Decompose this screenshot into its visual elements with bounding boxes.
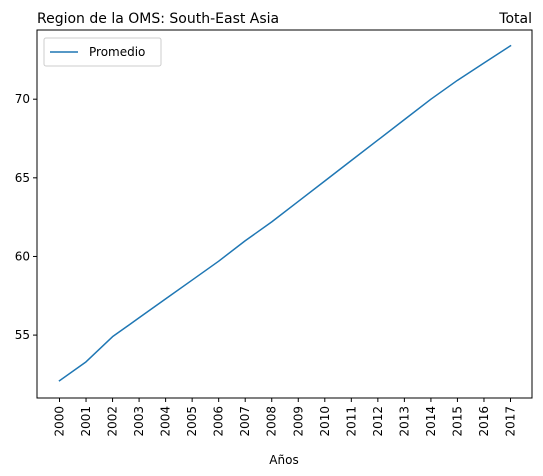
- x-tick-label: 2007: [238, 406, 252, 437]
- y-tick-label: 60: [15, 249, 30, 263]
- x-tick-label: 2014: [424, 406, 438, 437]
- x-tick-label: 2009: [291, 406, 305, 437]
- series-layer: [58, 44, 512, 382]
- x-tick-label: 2004: [159, 406, 173, 437]
- legend: Promedio: [43, 37, 162, 67]
- x-tick-label: 2002: [106, 406, 120, 437]
- x-tick-label: 2015: [450, 406, 464, 437]
- x-tick-label: 2008: [265, 406, 279, 437]
- y-tick-label: 55: [15, 328, 30, 342]
- x-tick-label: 2010: [318, 406, 332, 437]
- legend-label: Promedio: [89, 45, 145, 59]
- x-tick-label: 2013: [397, 406, 411, 437]
- x-tick-label: 2005: [185, 406, 199, 437]
- plot-frame: [36, 29, 533, 399]
- x-tick-label: 2003: [132, 406, 146, 437]
- x-tick-label: 2001: [79, 406, 93, 437]
- x-tick-label: 2006: [212, 406, 226, 437]
- x-axis-label: Años: [269, 453, 298, 467]
- x-tick-label: 2000: [53, 406, 67, 437]
- chart-title: Region de la OMS: South-East Asia: [37, 11, 279, 27]
- x-tick-label: 2011: [344, 406, 358, 437]
- axes: 2000 2001 2002 2003 2004 2005 2006 2007 2008 2009…: [15, 92, 518, 436]
- series-line-promedio: [58, 44, 512, 382]
- legend-box: [43, 37, 162, 67]
- x-tick-label: 2012: [371, 406, 385, 437]
- y-tick-label: 65: [15, 171, 30, 185]
- y-tick-label: 70: [15, 92, 30, 106]
- x-tick-label: 2017: [504, 406, 518, 437]
- chart-subtitle-right: Total: [498, 11, 532, 27]
- x-tick-label: 2016: [477, 406, 491, 437]
